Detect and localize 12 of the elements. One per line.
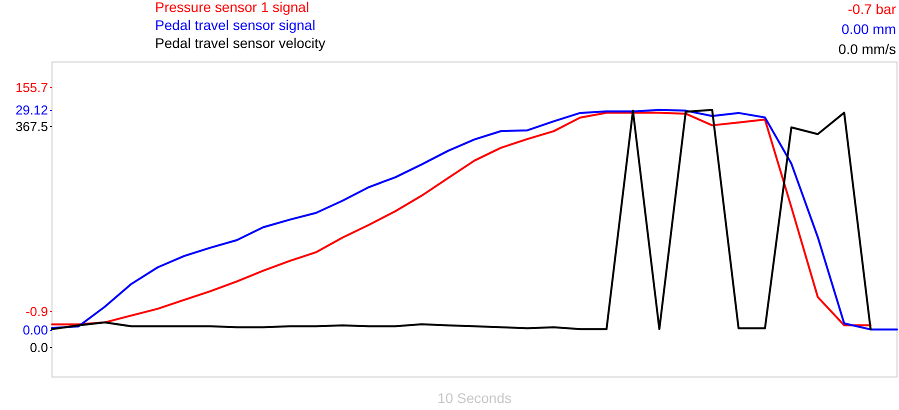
y-tick-label: 155.7 xyxy=(15,80,48,95)
y-tick-label: -0.9 xyxy=(26,304,48,320)
y2-tick-label: 29.12 xyxy=(15,102,48,118)
text: Pressure sensor 1 signal xyxy=(155,0,310,15)
text: Pedal travel sensor velocity xyxy=(155,35,326,51)
y3-tick-label: 0.0 xyxy=(30,340,48,356)
y2-tick-label: 0.00 xyxy=(22,322,48,338)
text: 0.0 mm/s xyxy=(838,41,896,57)
text: Pedal travel sensor signal xyxy=(155,17,316,33)
text: 0.00 mm xyxy=(842,21,896,37)
text: -0.7 bar xyxy=(848,1,896,17)
y3-tick-label: 367.5 xyxy=(15,118,48,134)
